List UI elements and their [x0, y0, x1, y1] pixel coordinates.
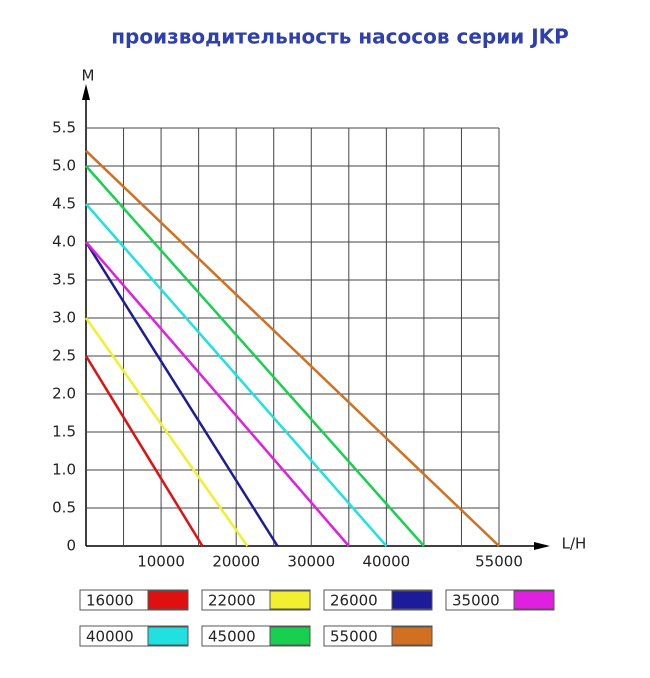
- y-tick-label: 1.0: [52, 461, 76, 479]
- y-tick-label: 0: [66, 537, 76, 555]
- y-tick-label: 2.5: [52, 347, 76, 365]
- y-tick-label: 4.5: [52, 195, 76, 213]
- x-tick-label: 30000: [287, 553, 335, 571]
- chart-title: производительность насосов серии JKP: [111, 25, 569, 49]
- legend-swatch: [269, 626, 311, 646]
- series-line: [85, 241, 350, 547]
- legend-swatch: [269, 590, 311, 610]
- x-tick-label: 20000: [212, 553, 260, 571]
- x-arrow: [534, 542, 550, 550]
- y-tick-label: 3.0: [52, 309, 76, 327]
- y-tick-label: 3.5: [52, 271, 76, 289]
- legend-label: 40000: [86, 628, 134, 646]
- series-line: [85, 165, 425, 547]
- legend-swatch: [147, 590, 189, 610]
- legend-label: 55000: [330, 628, 378, 646]
- series-line: [84, 355, 204, 547]
- legend-label: 26000: [330, 592, 378, 610]
- y-tick-label: 5.5: [52, 119, 76, 137]
- legend-label: 45000: [208, 628, 256, 646]
- legend-swatch: [513, 590, 555, 610]
- x-tick-label: 10000: [137, 553, 185, 571]
- series-line: [84, 317, 249, 547]
- legend-swatch: [147, 626, 189, 646]
- x-tick-label: 40000: [363, 553, 411, 571]
- x-tick-label: 55000: [475, 553, 523, 571]
- series-line: [84, 241, 279, 547]
- legend-swatch: [391, 590, 433, 610]
- y-tick-label: 2.0: [52, 385, 76, 403]
- y-tick-label: 4.0: [52, 233, 76, 251]
- y-arrow: [82, 84, 90, 100]
- y-tick-label: 0.5: [52, 499, 76, 517]
- legend-label: 22000: [208, 592, 256, 610]
- y-axis-label: M: [82, 67, 95, 85]
- x-axis-label: L/H: [562, 535, 587, 553]
- y-tick-label: 5.0: [52, 157, 76, 175]
- series-line: [85, 149, 500, 547]
- legend-label: 16000: [86, 592, 134, 610]
- legend-swatch: [391, 626, 433, 646]
- legend-label: 35000: [452, 592, 500, 610]
- series-line: [85, 203, 388, 547]
- y-tick-label: 1.5: [52, 423, 76, 441]
